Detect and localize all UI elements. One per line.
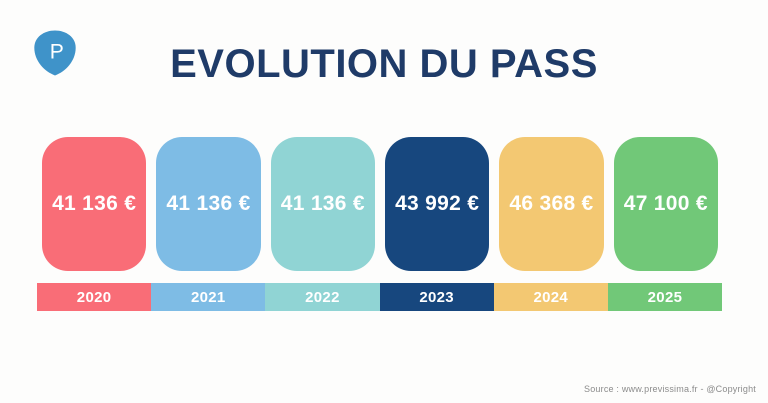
previssima-logo: P xyxy=(34,30,76,76)
value-cards-row: 41 136 € 41 136 € 41 136 € 43 992 € 46 3… xyxy=(42,137,718,271)
value-card-2025: 47 100 € xyxy=(613,137,718,271)
card-value-label: 41 136 € xyxy=(52,192,137,215)
source-attribution: Source : www.previssima.fr - @Copyright xyxy=(584,384,756,394)
page-title: EVOLUTION DU PASS xyxy=(170,42,598,86)
year-strip: 2020 2021 2022 2023 2024 2025 xyxy=(37,283,723,311)
year-segment-2025: 2025 xyxy=(607,283,723,311)
value-card-2024: 46 368 € xyxy=(499,137,604,271)
value-card-2023: 43 992 € xyxy=(384,137,490,271)
year-segment-2022: 2022 xyxy=(265,283,380,311)
card-value-label: 46 368 € xyxy=(509,192,594,215)
value-card-2022: 41 136 € xyxy=(270,137,375,271)
year-segment-2021: 2021 xyxy=(151,283,266,311)
year-segment-2024: 2024 xyxy=(493,283,608,311)
logo-letter: P xyxy=(50,40,64,63)
card-value-label: 43 992 € xyxy=(395,192,480,215)
value-card-2020: 41 136 € xyxy=(42,137,147,271)
card-value-label: 41 136 € xyxy=(166,192,251,215)
year-segment-2023: 2023 xyxy=(379,283,494,311)
card-value-label: 47 100 € xyxy=(623,192,708,215)
logo-shield-shape xyxy=(34,30,76,76)
card-value-label: 41 136 € xyxy=(280,192,365,215)
year-segment-2020: 2020 xyxy=(37,283,152,311)
value-card-2021: 41 136 € xyxy=(156,137,261,271)
